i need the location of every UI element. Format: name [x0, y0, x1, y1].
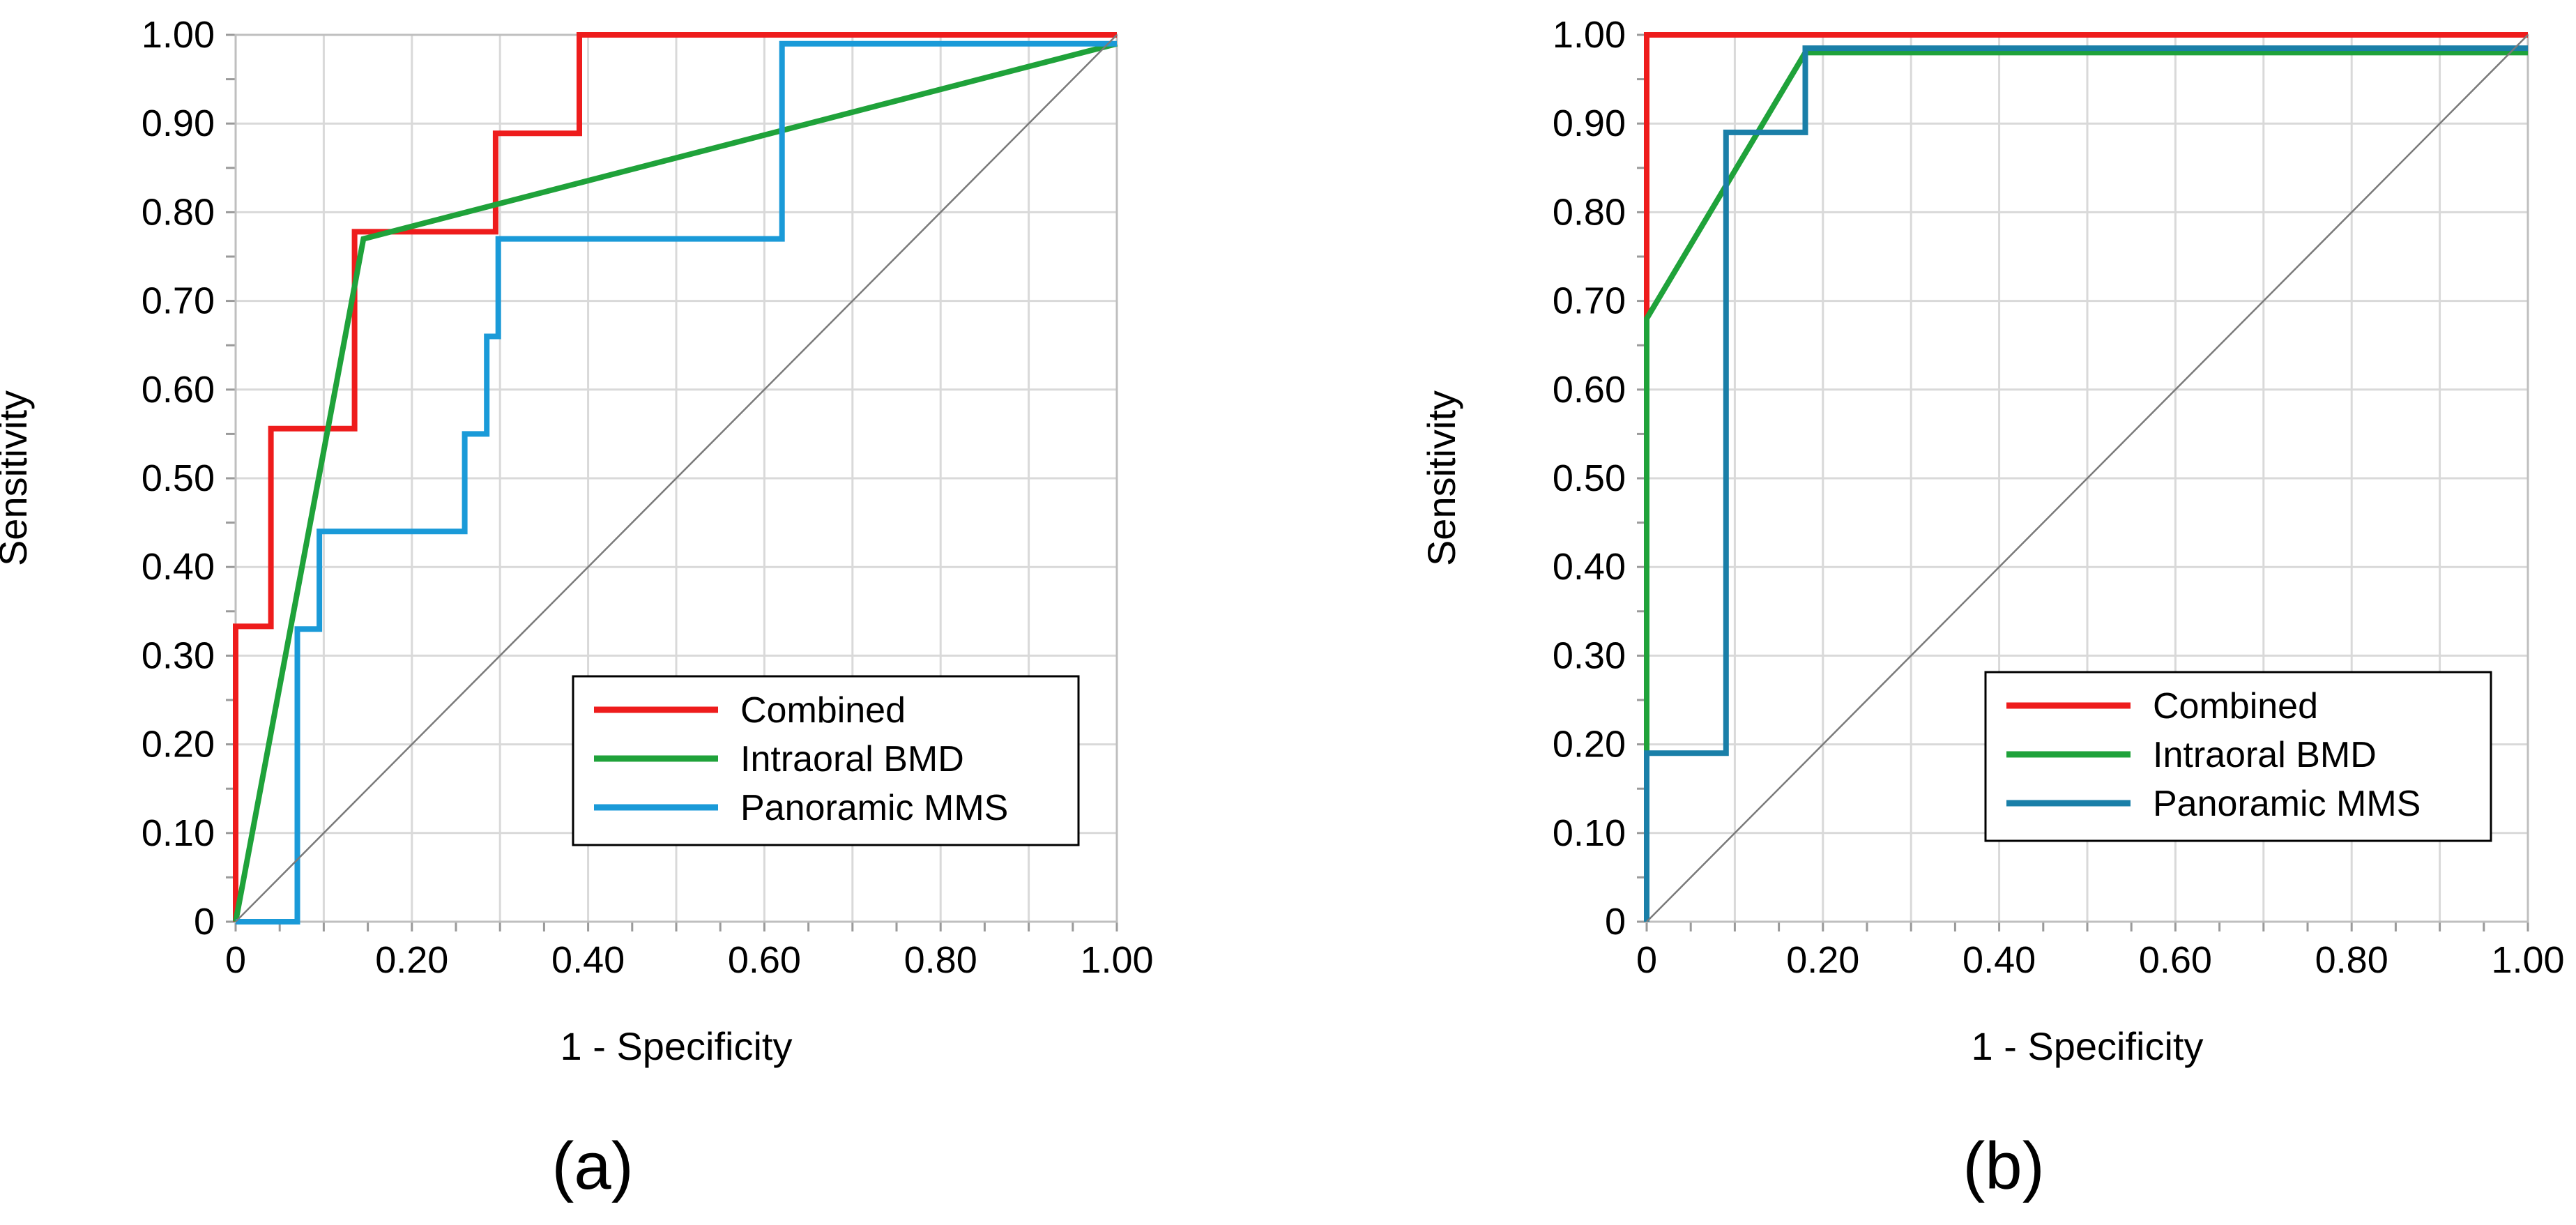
minor-ticks [226, 33, 1118, 931]
panel-label: (a) [551, 1129, 633, 1203]
combined-line [233, 32, 1117, 922]
reference-diagonal-line [235, 34, 1118, 922]
y-tick-label: 0 [194, 901, 215, 943]
y-tick-label: 1.00 [142, 14, 215, 56]
x-tick-label: 0 [225, 939, 246, 981]
roc-panel-a: 0 0.10 0.20 0.30 0.40 0.50 0.60 0.70 0.80 0.90 1.0… [0, 14, 1154, 1203]
y-tick-label: 0.80 [1553, 191, 1626, 233]
roc-panel-b: 0 0.10 0.20 0.30 0.40 0.50 0.60 0.70 0.80 0.90 1.0… [1419, 14, 2565, 1203]
legend-label-panoramic-mms: Panoramic MMS [740, 788, 1008, 828]
y-tick-label: 0.40 [1553, 546, 1626, 588]
panel-label: (b) [1963, 1129, 2044, 1203]
y-tick-label: 0.30 [1553, 634, 1626, 676]
y-tick-label: 0.50 [1553, 457, 1626, 499]
x-tick-label: 0 [1636, 939, 1657, 981]
legend-label-combined: Combined [740, 690, 906, 731]
y-tick-label: 0.60 [1553, 369, 1626, 411]
y-tick-label: 0.70 [142, 280, 215, 322]
x-tick-label: 0.60 [728, 939, 801, 981]
y-tick-label: 0.80 [142, 191, 215, 233]
legend-label-intraoral-bmd: Intraoral BMD [740, 739, 964, 779]
y-tick-label: 0.10 [1553, 812, 1626, 854]
y-axis-title: Sensitivity [0, 390, 35, 566]
x-tick-label: 0.60 [2139, 939, 2212, 981]
y-tick-label: 0.90 [1553, 102, 1626, 144]
panoramic-mms-line [236, 40, 1117, 925]
x-tick-label: 0.40 [1963, 939, 2036, 981]
legend-label-intraoral-bmd: Intraoral BMD [2153, 735, 2377, 775]
y-tick-label: 0.70 [1553, 280, 1626, 322]
x-tick-label: 0.80 [904, 939, 977, 981]
y-tick-label: 0.20 [142, 724, 215, 766]
reference-diagonal-line [1646, 34, 2529, 922]
x-axis-title: 1 - Specificity [1972, 1024, 2204, 1068]
y-tick-label: 0.40 [142, 546, 215, 588]
y-tick-label: 0.20 [1553, 724, 1626, 766]
x-axis-title: 1 - Specificity [561, 1024, 793, 1068]
x-tick-label: 0.40 [551, 939, 625, 981]
y-axis-title: Sensitivity [1419, 390, 1463, 566]
x-tick-label: 0.80 [2315, 939, 2388, 981]
legend-label-panoramic-mms: Panoramic MMS [2153, 784, 2421, 824]
legend: Combined Intraoral BMD Panoramic MMS [572, 675, 1080, 846]
x-tick-label: 0.20 [375, 939, 448, 981]
y-tick-label: 0.90 [142, 102, 215, 144]
y-tick-label: 0 [1605, 901, 1626, 943]
y-tick-label: 1.00 [1553, 14, 1626, 56]
y-tick-label: 0.60 [142, 369, 215, 411]
x-tick-label: 1.00 [2491, 939, 2564, 981]
y-tick-label: 0.30 [142, 634, 215, 676]
intraoral-bmd-line [233, 40, 1118, 922]
y-tick-label: 0.10 [142, 812, 215, 854]
y-tick-label: 0.50 [142, 457, 215, 499]
panoramic-mms-line [1644, 45, 2528, 922]
x-tick-label: 1.00 [1080, 939, 1153, 981]
x-tick-label: 0.20 [1786, 939, 1859, 981]
legend-label-combined: Combined [2153, 686, 2318, 726]
legend: Combined Intraoral BMD Panoramic MMS [1984, 671, 2492, 842]
